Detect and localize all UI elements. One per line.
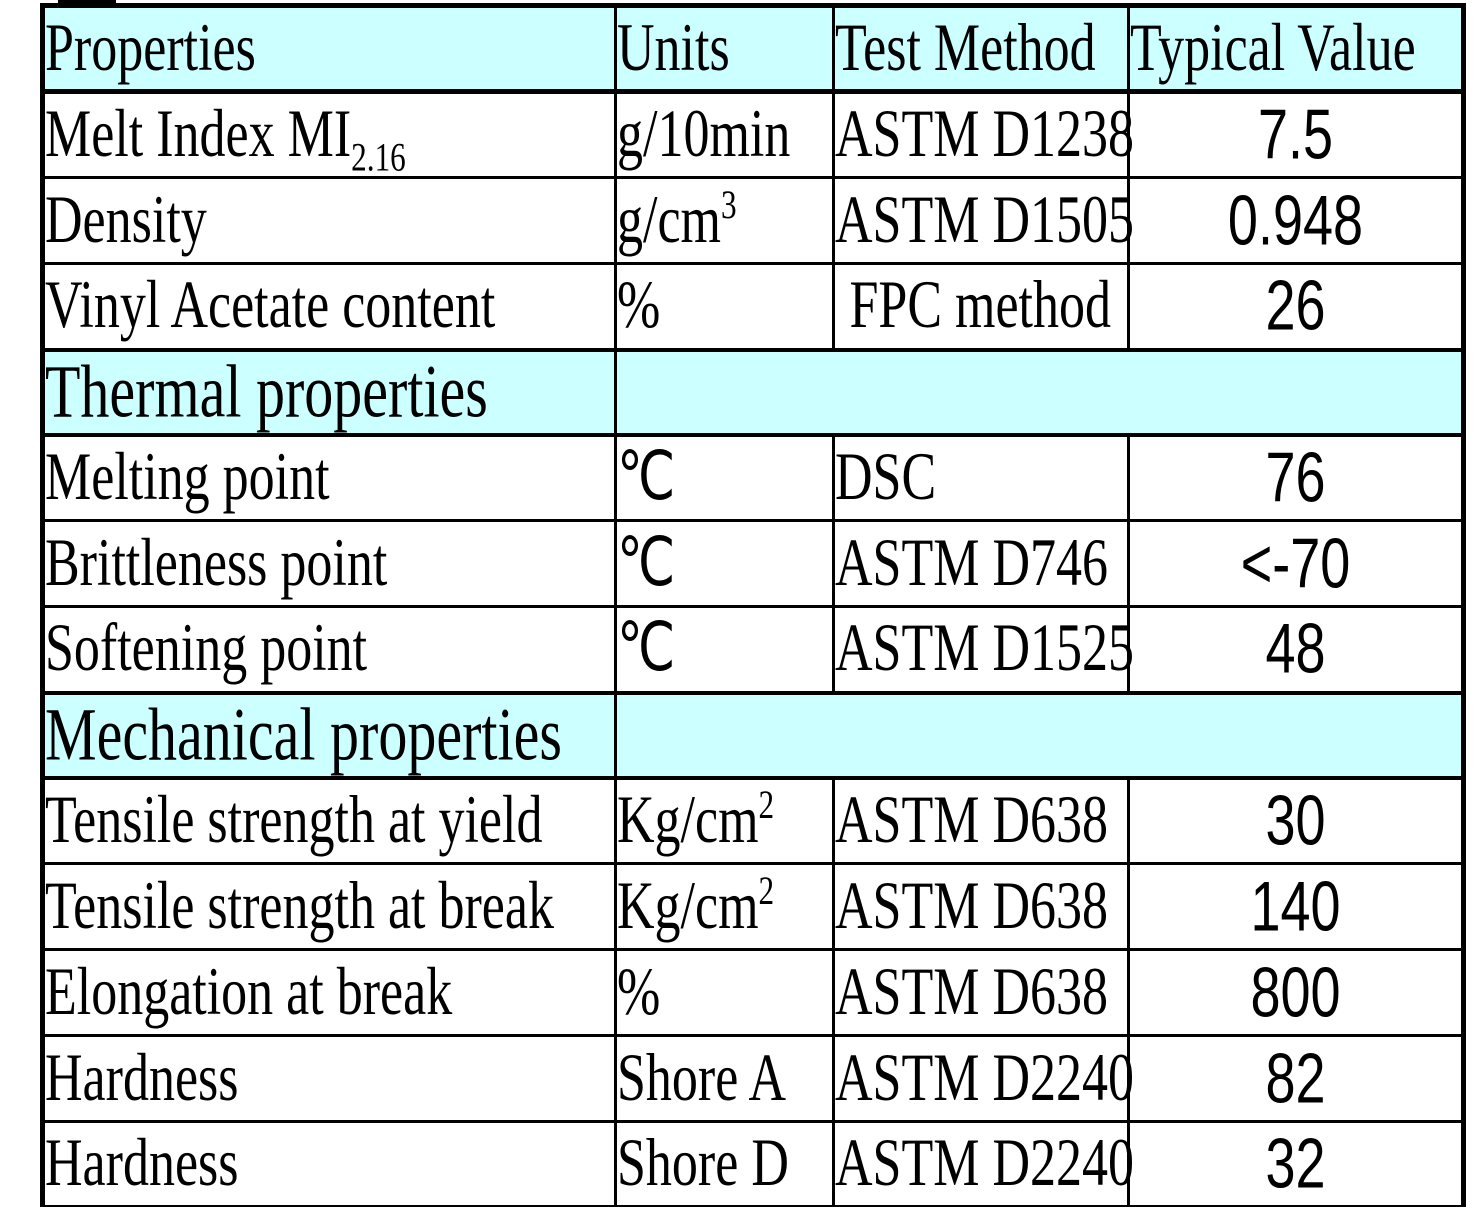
cell-typical-value: 76: [1127, 433, 1465, 522]
section-title: Thermal properties: [41, 347, 617, 437]
cell-units: ℃: [614, 433, 835, 522]
header-units: Units: [614, 4, 835, 94]
cell-property: Elongation at break: [41, 948, 617, 1037]
cell-typical-value: 48: [1127, 605, 1465, 694]
row-hardness-shore-a: Hardness Shore A ASTM D2240 82: [41, 1034, 1465, 1123]
cell-units: ℃: [614, 519, 835, 608]
cell-property: Softening point: [41, 605, 617, 694]
subscript: 2.16: [351, 134, 406, 180]
cell-test-method: ASTM D1238: [832, 90, 1134, 179]
cell-property: Melting point: [41, 433, 617, 522]
cell-typical-value: 140: [1127, 862, 1465, 951]
cell-typical-value: 82: [1127, 1034, 1465, 1123]
top-edge-artifact: [58, 0, 116, 3]
cell-property: Vinyl Acetate content: [41, 262, 617, 351]
header-typical-value: Typical Value: [1127, 4, 1465, 94]
cell-property: Brittleness point: [41, 519, 617, 608]
properties-table: Properties Units Test Method Typical Val…: [40, 3, 1466, 1207]
row-elongation-break: Elongation at break % ASTM D638 800: [41, 948, 1465, 1037]
cell-test-method: DSC: [832, 433, 1130, 522]
cell-test-method: ASTM D638: [832, 948, 1130, 1037]
cell-units: Kg/cm2: [614, 776, 835, 865]
cell-property: Melt Index MI2.16: [41, 90, 617, 180]
cell-typical-value: 26: [1127, 262, 1465, 351]
cell-typical-value: 32: [1127, 1120, 1465, 1207]
cell-units: %: [614, 948, 835, 1037]
cell-test-method: ASTM D2240: [832, 1034, 1134, 1123]
cell-typical-value: 800: [1127, 948, 1465, 1037]
superscript: 2: [758, 867, 775, 913]
cell-typical-value: <-70: [1127, 519, 1465, 608]
cell-property: Hardness: [41, 1120, 617, 1207]
section-mechanical-properties: Mechanical properties: [41, 690, 1465, 780]
header-properties: Properties: [41, 4, 617, 94]
cell-property: Density: [41, 176, 617, 265]
row-melt-index: Melt Index MI2.16 g/10min ASTM D1238 7.5: [41, 90, 1465, 180]
cell-typical-value: 0.948: [1127, 176, 1465, 265]
cell-units: ℃: [614, 605, 835, 694]
row-softening-point: Softening point ℃ ASTM D1525 48: [41, 605, 1465, 694]
row-brittleness-point: Brittleness point ℃ ASTM D746 <-70: [41, 519, 1465, 608]
section-empty-cell: [614, 690, 1465, 780]
section-empty-cell: [614, 347, 1465, 437]
row-melting-point: Melting point ℃ DSC 76: [41, 433, 1465, 522]
row-density: Density g/cm3 ASTM D1505 0.948: [41, 176, 1465, 265]
superscript: 3: [720, 181, 737, 227]
cell-property: Hardness: [41, 1034, 617, 1123]
section-title: Mechanical properties: [41, 690, 617, 780]
cell-property: Tensile strength at break: [41, 862, 617, 951]
table-header-row: Properties Units Test Method Typical Val…: [41, 4, 1465, 94]
cell-typical-value: 30: [1127, 776, 1465, 865]
superscript: 2: [758, 781, 775, 827]
section-thermal-properties: Thermal properties: [41, 347, 1465, 437]
header-test-method: Test Method: [832, 4, 1130, 94]
cell-test-method: ASTM D638: [832, 862, 1130, 951]
row-hardness-shore-d: Hardness Shore D ASTM D2240 32: [41, 1120, 1465, 1207]
cell-units: %: [614, 262, 835, 351]
row-tensile-strength-yield: Tensile strength at yield Kg/cm2 ASTM D6…: [41, 776, 1465, 865]
cell-test-method: ASTM D638: [832, 776, 1130, 865]
cell-units: g/cm3: [614, 176, 835, 265]
cell-test-method: ASTM D1505: [832, 176, 1134, 265]
cell-units: Kg/cm2: [614, 862, 835, 951]
cell-test-method: ASTM D1525: [832, 605, 1134, 694]
cell-test-method: ASTM D2240: [832, 1120, 1134, 1207]
row-vinyl-acetate-content: Vinyl Acetate content % FPC method 26: [41, 262, 1465, 351]
cell-typical-value: 7.5: [1127, 90, 1465, 179]
cell-test-method: FPC method: [832, 262, 1130, 351]
cell-units: Shore A: [614, 1034, 835, 1123]
cell-test-method: ASTM D746: [832, 519, 1130, 608]
cell-units: g/10min: [614, 90, 835, 179]
cell-property: Tensile strength at yield: [41, 776, 617, 865]
row-tensile-strength-break: Tensile strength at break Kg/cm2 ASTM D6…: [41, 862, 1465, 951]
cell-units: Shore D: [614, 1120, 835, 1207]
